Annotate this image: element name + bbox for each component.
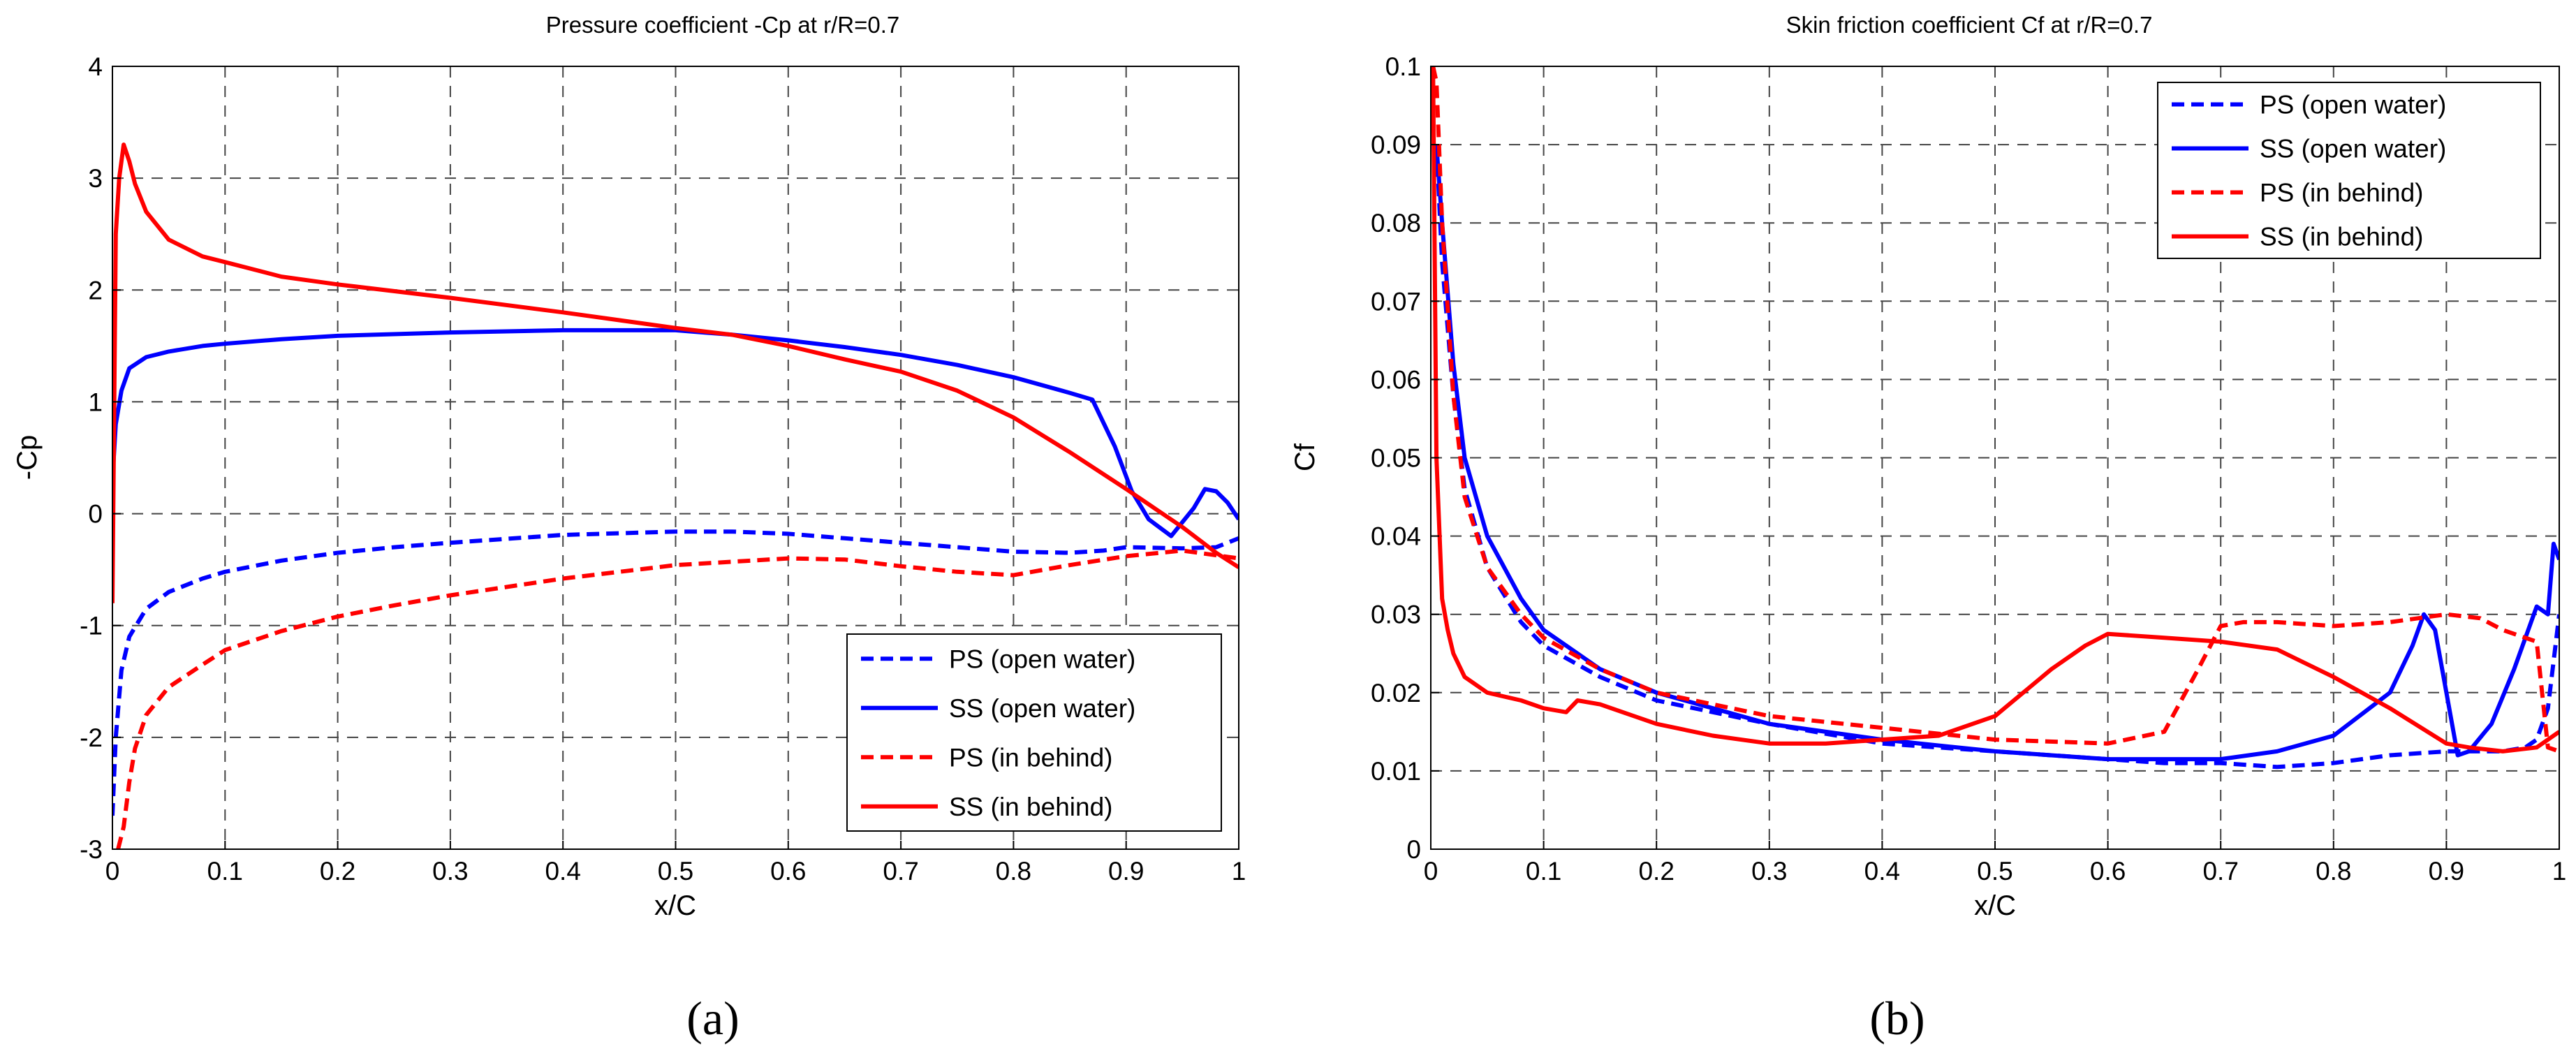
chart-a-ytick-label: 0 [88, 500, 103, 529]
chart-a-xtick-label: 0.9 [1108, 857, 1144, 885]
chart-a-ylabel: -Cp [12, 435, 43, 480]
chart-a-xtick-label: 0 [105, 857, 120, 885]
chart-a-ytick-label: 4 [88, 52, 103, 81]
chart-a-legend-label: PS (in behind) [949, 743, 1112, 772]
chart-b-title: Skin friction coefficient Cf at r/R=0.7 [1786, 12, 2153, 38]
chart-a-xtick-label: 0.6 [770, 857, 806, 885]
chart-b-series-line-3 [1431, 66, 2559, 754]
chart-a-xtick-label: 1 [1232, 857, 1246, 885]
chart-a-series-line-4 [112, 142, 1239, 603]
chart-a-xtick-label: 0.7 [883, 857, 918, 885]
chart-b-caption: (b) [1869, 992, 1924, 1045]
chart-b-ytick-label: 0.02 [1371, 679, 1421, 707]
chart-b-legend-label: SS (open water) [2260, 135, 2446, 163]
chart-b-ylabel: Cf [1290, 443, 1320, 471]
chart-b-ytick-label: 0.08 [1371, 209, 1421, 237]
chart-b-legend-label: SS (in behind) [2260, 223, 2423, 251]
chart-b-series-line-4 [1431, 66, 2559, 754]
chart-a-ytick-label: -1 [80, 612, 103, 640]
chart-b-xlabel: x/C [1974, 890, 2016, 921]
chart-a-xticks: 0 0.1 0.2 0.3 0.4 0.5 0.6 0.7 0.8 0.9 1 [105, 841, 1246, 885]
chart-a-series-line-2 [112, 328, 1239, 538]
chart-b-xtick-label: 0.9 [2429, 857, 2464, 885]
chart-a-yticks: -3 -2 -1 0 1 2 3 4 [80, 52, 121, 864]
chart-b-xtick-label: 0.8 [2316, 857, 2351, 885]
chart-b-ytick-label: 0.06 [1371, 365, 1421, 394]
chart-b-legend-label: PS (open water) [2260, 91, 2446, 119]
chart-a-ytick-label: 2 [88, 276, 103, 304]
chart-a-series-line-3 [116, 548, 1239, 849]
chart-b-xtick-label: 0.2 [1638, 857, 1674, 885]
chart-b-xtick-label: 0 [1424, 857, 1438, 885]
chart-b-ytick-label: 0.09 [1371, 131, 1421, 159]
chart-a-series-line-1 [112, 529, 1239, 816]
chart-b-legend: PS (open water) SS (open water) PS (in beh… [2157, 82, 2541, 259]
chart-a-caption: (a) [686, 992, 739, 1045]
chart-a-legend-box [846, 633, 1222, 832]
chart-b-ytick-label: 0.03 [1371, 601, 1421, 629]
chart-a-xtick-label: 0.5 [658, 857, 693, 885]
chart-a-title: Pressure coefficient -Cp at r/R=0.7 [546, 12, 900, 38]
chart-b-ytick-label: 0.07 [1371, 287, 1421, 316]
chart-a-xtick-label: 0.2 [320, 857, 355, 885]
chart-a-ytick-label: -3 [80, 835, 103, 864]
chart-b-xtick-label: 0.3 [1751, 857, 1787, 885]
chart-a-series [112, 142, 1239, 849]
chart-b-series [1431, 66, 2559, 770]
chart-b-ytick-label: 0.01 [1371, 757, 1421, 786]
chart-a-ytick-label: -2 [80, 723, 103, 752]
chart-b-xtick-label: 0.7 [2202, 857, 2238, 885]
chart-b-xtick-label: 1 [2552, 857, 2567, 885]
chart-b-xtick-label: 0.6 [2090, 857, 2126, 885]
chart-b-yticks: 0 0.01 0.02 0.03 0.04 0.05 0.06 0.07 0.08 0.09 0.1 [1371, 52, 1439, 864]
chart-b-xtick-label: 0.4 [1864, 857, 1900, 885]
chart-a-xlabel: x/C [654, 890, 696, 921]
chart-b-ytick-label: 0 [1406, 835, 1421, 864]
chart-b-ytick-label: 0.05 [1371, 444, 1421, 473]
chart-b-xtick-label: 0.1 [1526, 857, 1561, 885]
chart-b-ytick-label: 0.1 [1385, 52, 1421, 81]
chart-a-xtick-label: 0.4 [545, 857, 580, 885]
chart-a-xtick-label: 0.8 [996, 857, 1031, 885]
chart-b-series-line-2 [1434, 144, 2559, 762]
chart-a-ytick-label: 1 [88, 388, 103, 416]
chart-a-xtick-label: 0.1 [207, 857, 243, 885]
chart-b-xtick-label: 0.5 [1977, 857, 2012, 885]
chart-a-legend-label: SS (open water) [949, 694, 1135, 723]
chart-a-legend-label: PS (open water) [949, 645, 1135, 673]
chart-a-ytick-label: 3 [88, 164, 103, 193]
chart-a-xtick-label: 0.3 [432, 857, 468, 885]
chart-b-legend-box [2157, 82, 2541, 259]
chart-a-legend-label: SS (in behind) [949, 793, 1112, 821]
chart-a: Pressure coefficient -Cp at r/R=0.7 0 0.1… [12, 12, 1246, 1045]
chart-b-ytick-label: 0.04 [1371, 522, 1421, 551]
chart-b-xticks: 0 0.1 0.2 0.3 0.4 0.5 0.6 0.7 0.8 0.9 1 [1424, 841, 2567, 885]
chart-b-legend-label: PS (in behind) [2260, 179, 2423, 207]
chart-a-legend: PS (open water) SS (open water) PS (in beh… [846, 633, 1222, 832]
chart-b: Skin friction coefficient Cf at r/R=0.7 … [1290, 12, 2566, 1045]
